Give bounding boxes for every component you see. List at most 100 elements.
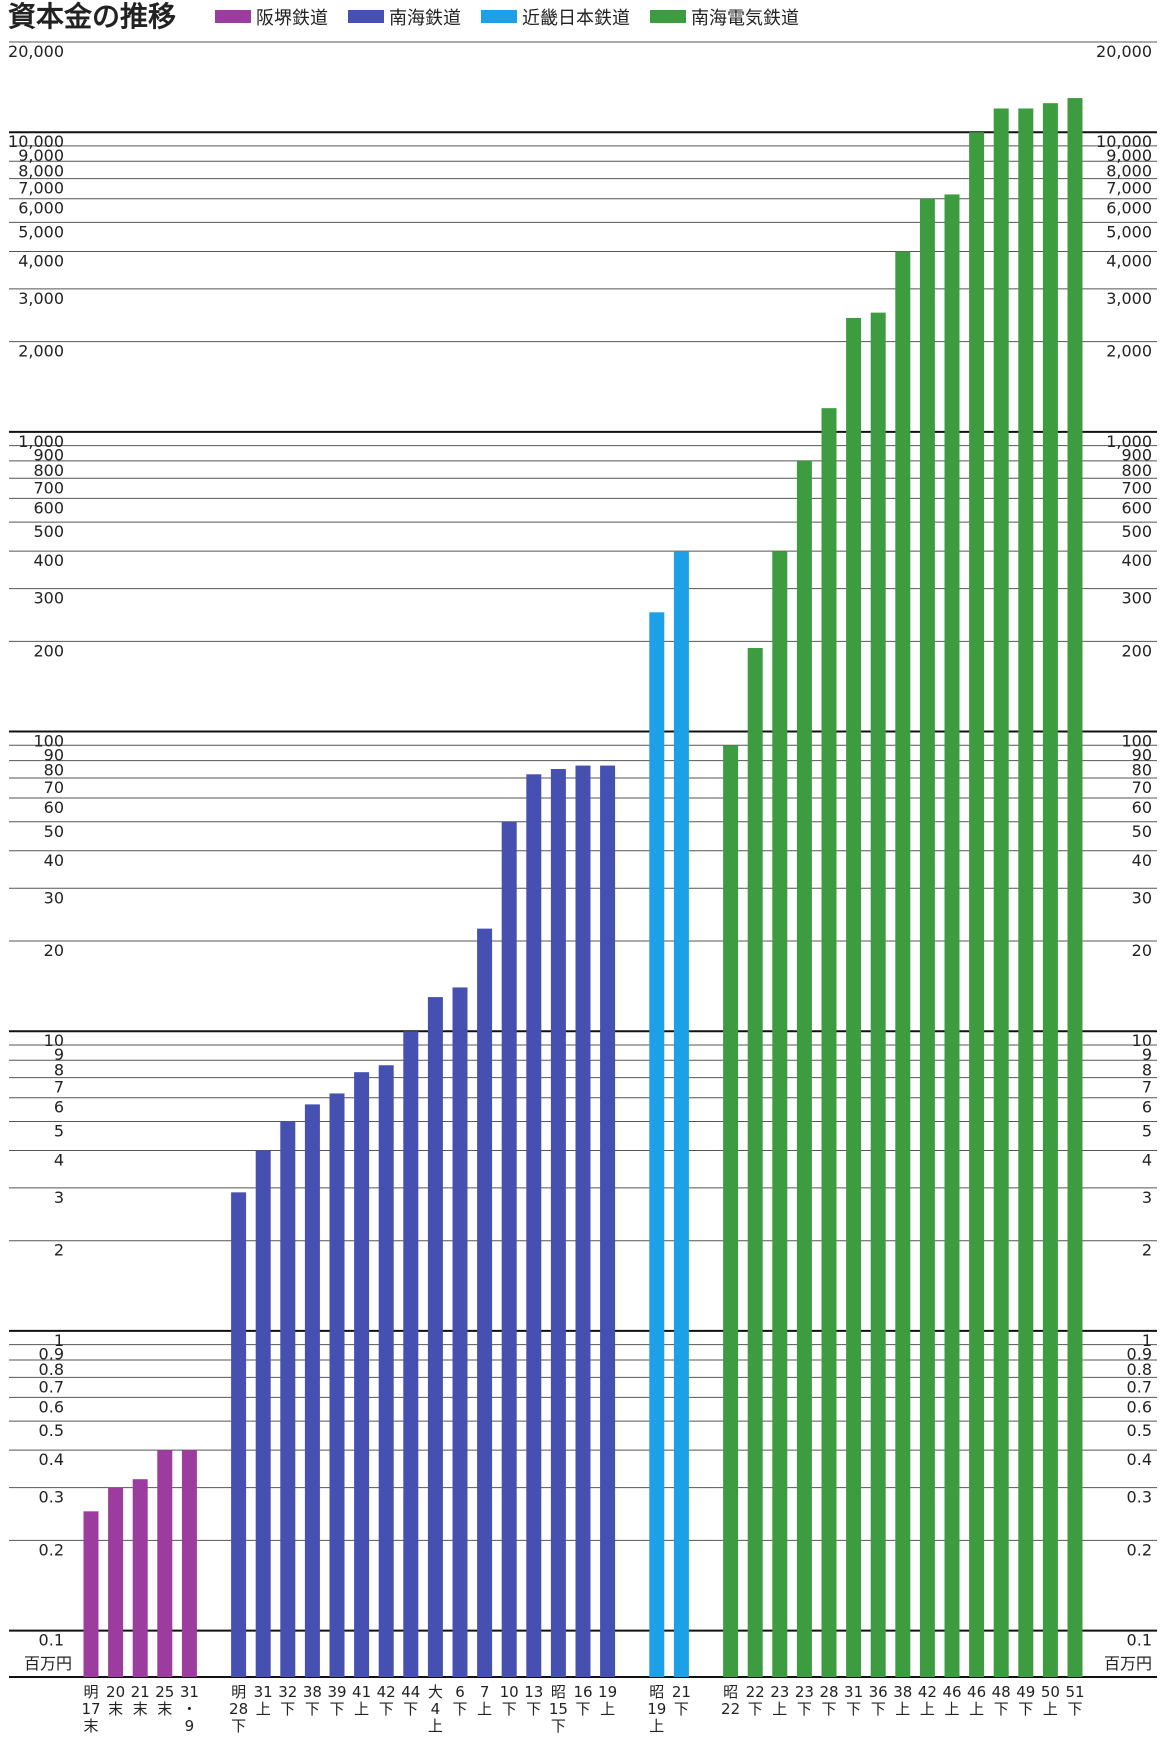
x-tick-label: 25 末 (155, 1683, 174, 1718)
y2-tick-label: 70 (1132, 778, 1152, 797)
y2-tick-label: 800 (1121, 461, 1152, 480)
bar (231, 1192, 247, 1677)
legend-swatch (650, 10, 686, 23)
y2-tick-label: 900 (1121, 446, 1152, 465)
x-tick-label: 32 下 (278, 1683, 297, 1718)
legend-swatch (215, 10, 251, 23)
y2-tick-label: 7,000 (1106, 179, 1152, 198)
y-tick-label: 60 (44, 798, 64, 817)
y2-tick-label: 5 (1142, 1121, 1152, 1140)
y2-tick-label: 1 (1142, 1331, 1152, 1350)
y-tick-label: 0.8 (39, 1360, 64, 1379)
y2-tick-label: 0.8 (1127, 1360, 1152, 1379)
y-tick-label: 9,000 (18, 146, 64, 165)
y-tick-label: 300 (33, 589, 64, 608)
y-tick-label: 3,000 (18, 289, 64, 308)
legend-label: 南海電気鉄道 (691, 8, 799, 29)
x-tick-label: 41 上 (352, 1683, 371, 1718)
bar (919, 198, 935, 1677)
chart-title: 資本金の推移 (8, 0, 176, 33)
y2-tick-label: 4,000 (1106, 251, 1152, 270)
bar (501, 821, 517, 1677)
x-tick-label: 50 上 (1041, 1683, 1060, 1718)
x-tick-label: 21 下 (672, 1683, 691, 1718)
y2-tick-label: 10,000 (1096, 132, 1152, 151)
x-tick-label: 20 末 (106, 1683, 125, 1718)
y-tick-label: 500 (33, 522, 64, 541)
y2-tick-label: 600 (1121, 498, 1152, 517)
y-tick-label: 0.5 (39, 1421, 64, 1440)
x-tick-label: 明 17 末 (81, 1683, 100, 1735)
y2-tick-label: 500 (1121, 522, 1152, 541)
legend-swatch (348, 10, 384, 23)
y-tick-label: 8,000 (18, 161, 64, 180)
y2-tick-label: 0.9 (1127, 1345, 1152, 1364)
y-tick-label: 90 (44, 745, 64, 764)
y2-tick-label: 0.6 (1127, 1397, 1152, 1416)
y2-tick-label: 7 (1142, 1078, 1152, 1097)
y2-tick-label: 300 (1121, 589, 1152, 608)
y-tick-label: 200 (33, 641, 64, 660)
y2-tick-label: 90 (1132, 745, 1152, 764)
y2-tick-label: 200 (1121, 641, 1152, 660)
y-tick-label: 8 (54, 1060, 64, 1079)
y-tick-label: 20,000 (8, 42, 64, 61)
y-tick-label: 10 (44, 1031, 64, 1050)
y2-tick-label: 0.5 (1127, 1421, 1152, 1440)
bar (477, 928, 493, 1677)
y-tick-label: 2,000 (18, 342, 64, 361)
bar (1042, 103, 1058, 1677)
bar (895, 251, 911, 1677)
y-tick-label: 10,000 (8, 132, 64, 151)
y2-unit: 百万円 (1104, 1654, 1152, 1673)
x-tick-label: 51 下 (1065, 1683, 1084, 1718)
y2-tick-label: 0.4 (1127, 1450, 1152, 1469)
y2-tick-label: 700 (1121, 478, 1152, 497)
bar (870, 312, 886, 1677)
bar (132, 1479, 148, 1677)
y-tick-label: 9 (54, 1045, 64, 1064)
y2-tick-label: 60 (1132, 798, 1152, 817)
y2-tick-label: 5,000 (1106, 222, 1152, 241)
y2-tick-label: 80 (1132, 761, 1152, 780)
y-tick-label: 80 (44, 761, 64, 780)
y2-tick-label: 9,000 (1106, 146, 1152, 165)
bar (108, 1487, 124, 1677)
bar (452, 987, 468, 1677)
bar (723, 745, 739, 1677)
y-unit: 百万円 (24, 1654, 72, 1673)
y-tick-label: 30 (44, 888, 64, 907)
x-tick-label: 39 下 (327, 1683, 346, 1718)
y2-tick-label: 0.7 (1127, 1377, 1152, 1396)
y-tick-label: 20 (44, 941, 64, 960)
x-tick-label: 13 下 (524, 1683, 543, 1718)
bar (821, 408, 837, 1677)
y-tick-label: 0.6 (39, 1397, 64, 1416)
y-tick-label: 7 (54, 1078, 64, 1097)
bar (403, 1031, 419, 1677)
bar (354, 1072, 370, 1677)
x-tick-label: 16 下 (573, 1683, 592, 1718)
bar (575, 765, 591, 1677)
bar (944, 194, 960, 1678)
x-tick-label: 42 上 (918, 1683, 937, 1718)
bar (1018, 108, 1034, 1677)
bar (649, 612, 665, 1677)
legend-label: 阪堺鉄道 (256, 8, 328, 29)
bar (969, 132, 985, 1677)
y-tick-label: 600 (33, 498, 64, 517)
x-tick-label: 22 下 (746, 1683, 765, 1718)
y2-tick-label: 20,000 (1096, 42, 1152, 61)
y2-tick-label: 400 (1121, 551, 1152, 570)
bar (83, 1511, 99, 1677)
bar (772, 551, 788, 1677)
y-tick-label: 0.2 (39, 1540, 64, 1559)
bar (550, 768, 566, 1677)
y2-tick-label: 9 (1142, 1045, 1152, 1064)
bar (846, 317, 862, 1677)
bar (280, 1121, 296, 1677)
y-tick-label: 2 (54, 1241, 64, 1260)
